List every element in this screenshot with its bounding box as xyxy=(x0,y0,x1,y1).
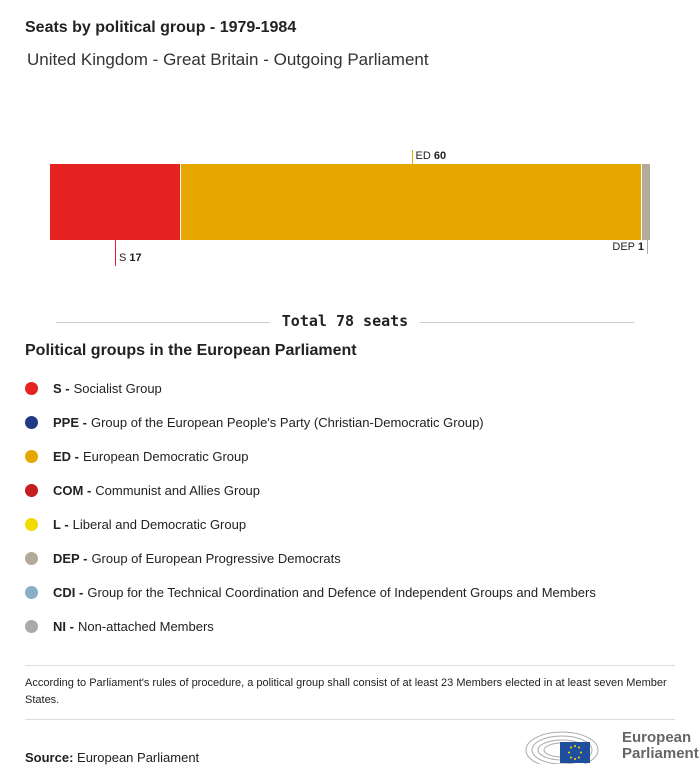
label-tick-ed xyxy=(411,150,413,164)
legend-abbr: ED - xyxy=(53,448,79,464)
legend-abbr: PPE - xyxy=(53,414,87,430)
legend-name: Group for the Technical Coordination and… xyxy=(87,584,596,600)
legend-item: COM - Communist and Allies Group xyxy=(25,473,596,507)
bar-segment-ed xyxy=(180,164,643,240)
legend-abbr: COM - xyxy=(53,482,92,498)
label-tick-dep xyxy=(647,240,648,254)
logo-text-2: Parliament xyxy=(622,745,699,762)
legend-abbr: S - xyxy=(53,380,70,396)
bar-segment-s xyxy=(50,164,181,240)
stacked-bar xyxy=(50,164,650,240)
legend-dot-icon xyxy=(25,551,38,565)
legend-item: NI - Non-attached Members xyxy=(25,609,596,643)
legend-item: S - Socialist Group xyxy=(25,371,596,405)
parliament-hemicycle-icon xyxy=(525,731,599,764)
total-divider: Total 78 seats xyxy=(56,312,634,332)
data-label-s: S 17 xyxy=(119,252,142,264)
legend-name: Socialist Group xyxy=(73,380,162,396)
source: Source: European Parliament xyxy=(25,750,199,765)
legend-title: Political groups in the European Parliam… xyxy=(25,342,357,359)
legend-name: Non-attached Members xyxy=(77,618,214,634)
legend-name: Group of European Progressive Democrats xyxy=(91,550,341,566)
legend-name: Liberal and Democratic Group xyxy=(72,516,247,532)
legend-dot-icon xyxy=(25,449,38,463)
source-value: European Parliament xyxy=(77,750,200,765)
legend-name: European Democratic Group xyxy=(83,448,249,464)
legend-dot-icon xyxy=(25,415,38,429)
legend-name: Group of the European People's Party (Ch… xyxy=(90,414,484,430)
label-tick-s xyxy=(115,240,116,266)
legend-dot-icon xyxy=(25,483,38,497)
legend: S - Socialist Group PPE - Group of the Euro… xyxy=(25,371,596,643)
legend-item: L - Liberal and Democratic Group xyxy=(25,507,596,541)
european-parliament-logo: European Parliament xyxy=(524,728,699,764)
chart-title: Seats by political group - 1979-1984 xyxy=(25,19,297,36)
legend-abbr: DEP - xyxy=(53,550,88,566)
data-label-ed: ED 60 xyxy=(415,150,447,162)
footnote: According to Parliament's rules of proce… xyxy=(25,665,675,720)
legend-abbr: L - xyxy=(53,516,69,532)
legend-dot-icon xyxy=(25,517,38,531)
logo-text-1: European xyxy=(622,729,692,746)
legend-item: CDI - Group for the Technical Coordinatio… xyxy=(25,575,596,609)
legend-dot-icon xyxy=(25,381,38,395)
legend-item: DEP - Group of European Progressive Democ… xyxy=(25,541,596,575)
data-label-dep: DEP 1 xyxy=(612,241,644,253)
legend-name: Communist and Allies Group xyxy=(95,482,261,498)
chart-subtitle: United Kingdom - Great Britain - Outgoin… xyxy=(27,50,429,69)
legend-abbr: CDI - xyxy=(53,584,84,600)
legend-item: ED - European Democratic Group xyxy=(25,439,596,473)
total-seats: Total 78 seats xyxy=(269,312,421,330)
legend-abbr: NI - xyxy=(53,618,74,634)
source-label: Source: xyxy=(25,750,74,765)
bar-segment-dep xyxy=(642,164,650,240)
legend-dot-icon xyxy=(25,585,38,599)
legend-item: PPE - Group of the European People's Part… xyxy=(25,405,596,439)
legend-dot-icon xyxy=(25,619,38,633)
